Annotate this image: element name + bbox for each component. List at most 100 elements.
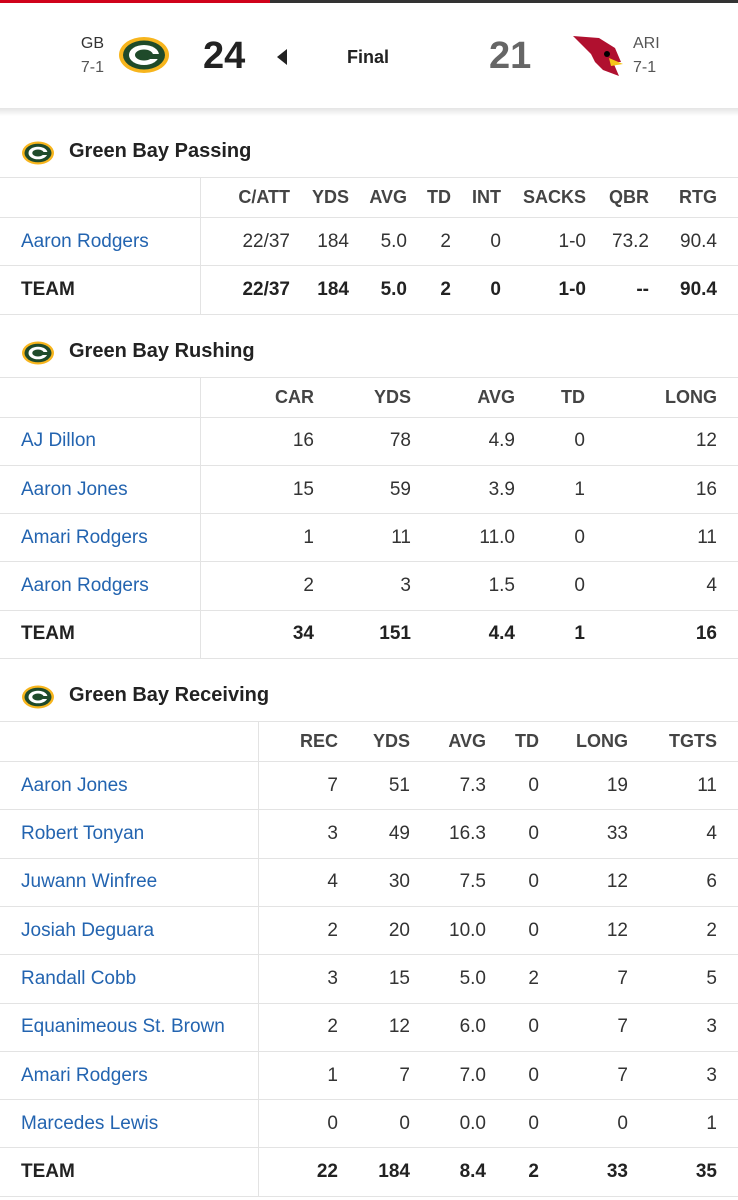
player-name[interactable]: AJ Dillon bbox=[0, 416, 201, 466]
stat-cell: 7.5 bbox=[410, 857, 486, 907]
stat-cell: 0 bbox=[486, 1002, 539, 1052]
header-cell bbox=[0, 376, 201, 418]
stat-cell: 1 bbox=[200, 513, 314, 563]
stat-cell: 7 bbox=[539, 1002, 628, 1052]
column-header: CAR bbox=[200, 376, 314, 418]
stat-row: Aaron Rodgers 2 3 1.5 0 4 bbox=[0, 561, 738, 611]
stat-cell: 0 bbox=[451, 265, 501, 315]
column-header: AVG bbox=[410, 721, 486, 763]
stat-cell: 3 bbox=[314, 561, 411, 611]
stat-cell: 1-0 bbox=[501, 216, 586, 267]
stat-cell: 0 bbox=[486, 905, 539, 956]
stat-cell: 7 bbox=[539, 1050, 628, 1101]
player-name[interactable]: Aaron Jones bbox=[0, 464, 201, 515]
column-header: QBR bbox=[586, 177, 649, 218]
player-name[interactable]: Marcedes Lewis bbox=[0, 1099, 259, 1149]
stat-cell: 1 bbox=[628, 1099, 738, 1149]
stat-cell: 22/37 bbox=[200, 216, 290, 267]
stat-cell: 6.0 bbox=[410, 1002, 486, 1052]
stat-cell: 7.0 bbox=[410, 1050, 486, 1101]
scoreboard: GB 7-1 24 Final 21 ARI 7-1 bbox=[0, 3, 738, 108]
player-name[interactable]: Equanimeous St. Brown bbox=[0, 1002, 259, 1052]
player-name[interactable]: Amari Rodgers bbox=[0, 1050, 259, 1101]
team-logo bbox=[22, 685, 54, 709]
stat-cell: 33 bbox=[539, 809, 628, 859]
stat-cell: 0 bbox=[486, 1050, 539, 1101]
stat-cell: 90.4 bbox=[649, 265, 738, 315]
stat-cell: -- bbox=[586, 265, 649, 315]
stat-cell: 184 bbox=[290, 265, 349, 315]
stat-cell: 3 bbox=[258, 954, 338, 1004]
player-name[interactable]: Aaron Rodgers bbox=[0, 216, 201, 267]
away-abbr: GB bbox=[80, 35, 104, 52]
stat-cell: 51 bbox=[338, 761, 410, 811]
stat-cell: 0 bbox=[486, 809, 539, 859]
stat-cell: 7 bbox=[539, 954, 628, 1004]
player-name[interactable]: Josiah Deguara bbox=[0, 905, 259, 956]
stat-cell: 49 bbox=[338, 809, 410, 859]
column-header: AVG bbox=[349, 177, 407, 218]
stat-cell: 16 bbox=[585, 464, 738, 515]
stat-cell: 3 bbox=[628, 1002, 738, 1052]
player-name: TEAM bbox=[0, 1147, 259, 1197]
stat-cell: 184 bbox=[290, 216, 349, 267]
player-name[interactable]: Aaron Rodgers bbox=[0, 561, 201, 611]
player-name: TEAM bbox=[0, 265, 201, 315]
column-header: YDS bbox=[314, 376, 411, 418]
stat-row: AJ Dillon 16 78 4.9 0 12 bbox=[0, 416, 738, 466]
stat-cell: 7 bbox=[338, 1050, 410, 1101]
home-logo bbox=[573, 36, 623, 76]
column-header: INT bbox=[451, 177, 501, 218]
header-row: REC YDS AVG TD LONG TGTS bbox=[0, 721, 738, 763]
stat-cell: 0 bbox=[486, 1099, 539, 1149]
stat-cell: 2 bbox=[200, 561, 314, 611]
player-name: TEAM bbox=[0, 609, 201, 660]
stat-cell: 73.2 bbox=[586, 216, 649, 267]
stat-cell: 11 bbox=[628, 761, 738, 811]
stat-cell: 7 bbox=[258, 761, 338, 811]
stats-table: REC YDS AVG TD LONG TGTS Aaron Jones 7 51 7.3 0 19 1… bbox=[0, 721, 738, 1197]
box-score: Green Bay Passing C/ATT YDS AVG TD INT SACKS QB… bbox=[0, 115, 738, 1197]
stat-cell: 5.0 bbox=[349, 265, 407, 315]
stat-cell: 2 bbox=[407, 265, 451, 315]
stat-cell: 151 bbox=[314, 609, 411, 660]
stat-cell: 11 bbox=[585, 513, 738, 563]
column-header: C/ATT bbox=[200, 177, 290, 218]
player-name[interactable]: Robert Tonyan bbox=[0, 809, 259, 859]
player-name[interactable]: Aaron Jones bbox=[0, 761, 259, 811]
stat-row: Amari Rodgers 1 7 7.0 0 7 3 bbox=[0, 1050, 738, 1101]
stat-cell: 4 bbox=[585, 561, 738, 611]
stat-cell: 35 bbox=[628, 1147, 738, 1197]
team-logo bbox=[22, 341, 54, 365]
stat-cell: 2 bbox=[407, 216, 451, 267]
stat-cell: 8.4 bbox=[410, 1147, 486, 1197]
stat-row: Amari Rodgers 1 11 11.0 0 11 bbox=[0, 513, 738, 563]
stat-row: Josiah Deguara 2 20 10.0 0 12 2 bbox=[0, 905, 738, 956]
section-title: Green Bay Rushing bbox=[69, 339, 255, 362]
player-name[interactable]: Amari Rodgers bbox=[0, 513, 201, 563]
player-name[interactable]: Juwann Winfree bbox=[0, 857, 259, 907]
stat-cell: 5.0 bbox=[349, 216, 407, 267]
away-score: 24 bbox=[203, 35, 246, 77]
stat-cell: 2 bbox=[628, 905, 738, 956]
stat-row: Aaron Rodgers 22/37 184 5.0 2 0 1-0 73.2 90.4 bbox=[0, 216, 738, 267]
stat-cell: 4 bbox=[258, 857, 338, 907]
stat-cell: 22 bbox=[258, 1147, 338, 1197]
stat-cell: 3 bbox=[258, 809, 338, 859]
stat-cell: 15 bbox=[200, 464, 314, 515]
stat-cell: 0 bbox=[539, 1099, 628, 1149]
player-name[interactable]: Randall Cobb bbox=[0, 954, 259, 1004]
away-logo bbox=[119, 37, 169, 73]
stat-cell: 34 bbox=[200, 609, 314, 660]
header-cell bbox=[0, 721, 259, 763]
stat-cell: 78 bbox=[314, 416, 411, 466]
stat-cell: 12 bbox=[585, 416, 738, 466]
stat-cell: 4.4 bbox=[411, 609, 515, 660]
away-record: 7-1 bbox=[80, 59, 104, 76]
stat-cell: 16 bbox=[585, 609, 738, 660]
stat-cell: 0 bbox=[338, 1099, 410, 1149]
stat-cell: 30 bbox=[338, 857, 410, 907]
stat-cell: 2 bbox=[486, 954, 539, 1004]
stat-cell: 20 bbox=[338, 905, 410, 956]
stat-cell: 5.0 bbox=[410, 954, 486, 1004]
